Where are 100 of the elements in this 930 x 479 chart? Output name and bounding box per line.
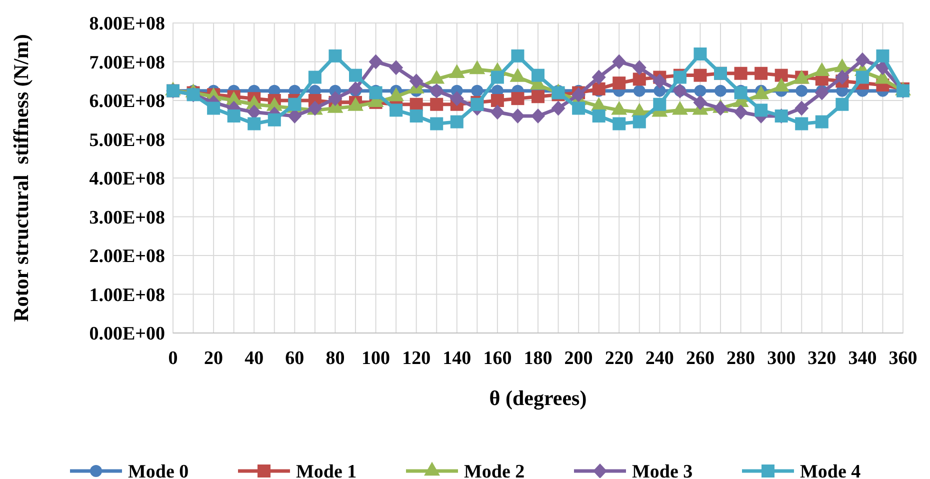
point: [369, 86, 382, 100]
point: [836, 98, 849, 111]
point: [511, 92, 524, 106]
point: [632, 72, 646, 86]
point: [633, 84, 646, 97]
x-tick-label: 340: [848, 348, 877, 369]
point: [856, 70, 869, 84]
point: [450, 91, 464, 106]
point: [531, 108, 545, 124]
point: [714, 84, 726, 97]
x-tick-label: 280: [726, 348, 756, 369]
x-tick-label: 260: [686, 348, 714, 369]
legend-label: Mode 1: [296, 462, 357, 479]
point: [430, 117, 444, 130]
point: [348, 81, 362, 96]
point: [248, 117, 261, 130]
point: [612, 117, 626, 130]
x-tick-label: 180: [524, 348, 552, 369]
y-tick-label: 4.00E+08: [89, 168, 165, 190]
point: [694, 48, 707, 60]
point: [328, 49, 342, 62]
point: [654, 84, 666, 97]
point: [794, 100, 809, 116]
point: [632, 60, 646, 76]
point: [510, 108, 525, 124]
point: [734, 86, 748, 100]
point: [227, 110, 240, 122]
x-tick-label: 200: [564, 348, 593, 369]
x-tick-label: 40: [244, 348, 264, 369]
point: [349, 68, 362, 82]
x-axis-title: θ (degrees): [489, 386, 587, 410]
point: [368, 54, 383, 70]
y-tick-label: 5.00E+08: [89, 130, 165, 151]
y-tick-label: 0.00E+00: [89, 324, 165, 345]
point: [795, 117, 808, 130]
point: [592, 82, 606, 96]
y-tick-label: 2.00E+08: [89, 246, 165, 268]
point: [308, 70, 322, 84]
point: [551, 100, 566, 116]
point: [796, 84, 808, 97]
point: [754, 66, 768, 80]
point: [390, 104, 403, 117]
point: [592, 70, 606, 85]
x-tick-label: 160: [483, 348, 512, 369]
x-tick-label: 320: [808, 348, 836, 369]
x-tick-label: 20: [204, 348, 224, 369]
y-tick-label: 3.00E+08: [89, 207, 165, 228]
point: [693, 94, 708, 110]
point: [532, 68, 544, 82]
point: [572, 87, 586, 102]
point: [653, 98, 666, 111]
point: [612, 54, 626, 70]
point: [389, 60, 404, 76]
legend-label: Mode 3: [632, 462, 693, 479]
point: [490, 70, 504, 84]
point: [652, 74, 667, 89]
point: [328, 91, 342, 106]
y-tick-label: 6.00E+08: [89, 91, 165, 112]
x-tick-label: 120: [402, 348, 431, 369]
point: [592, 110, 606, 122]
point: [815, 115, 828, 128]
point: [511, 49, 524, 62]
x-tick-label: 80: [326, 348, 345, 369]
point: [855, 52, 870, 68]
point: [734, 66, 748, 80]
x-tick-label: 100: [362, 348, 390, 369]
y-tick-label: 1.00E+08: [89, 284, 165, 306]
point: [694, 68, 707, 82]
point: [835, 70, 850, 85]
point: [450, 115, 464, 128]
point: [490, 104, 504, 120]
y-axis-title: Rotor structural stiffness (N/m): [9, 34, 33, 322]
point: [207, 102, 220, 115]
legend-label: Mode 0: [128, 462, 189, 479]
point: [268, 113, 281, 126]
point: [734, 104, 748, 120]
point: [876, 49, 890, 62]
x-tick-label: 140: [442, 348, 472, 369]
point: [814, 85, 829, 100]
point: [572, 102, 586, 115]
x-tick-label: 220: [604, 348, 634, 369]
x-tick-label: 240: [645, 348, 674, 369]
point: [532, 90, 544, 104]
point: [754, 104, 768, 117]
x-tick-label: 300: [767, 348, 796, 369]
point: [694, 84, 706, 97]
point: [409, 74, 424, 89]
point: [410, 110, 423, 122]
point: [714, 100, 728, 116]
legend-label: Mode 2: [464, 462, 525, 479]
x-tick-label: 360: [888, 348, 918, 369]
x-tick-label: 60: [285, 348, 304, 369]
x-tick-label: 0: [168, 348, 178, 369]
point: [774, 68, 788, 82]
point: [471, 84, 484, 97]
y-tick-label: 7.00E+08: [89, 52, 165, 74]
y-tick-label: 8.00E+08: [89, 14, 165, 35]
point: [612, 76, 626, 90]
point: [288, 108, 302, 124]
legend-label: Mode 4: [800, 462, 862, 479]
